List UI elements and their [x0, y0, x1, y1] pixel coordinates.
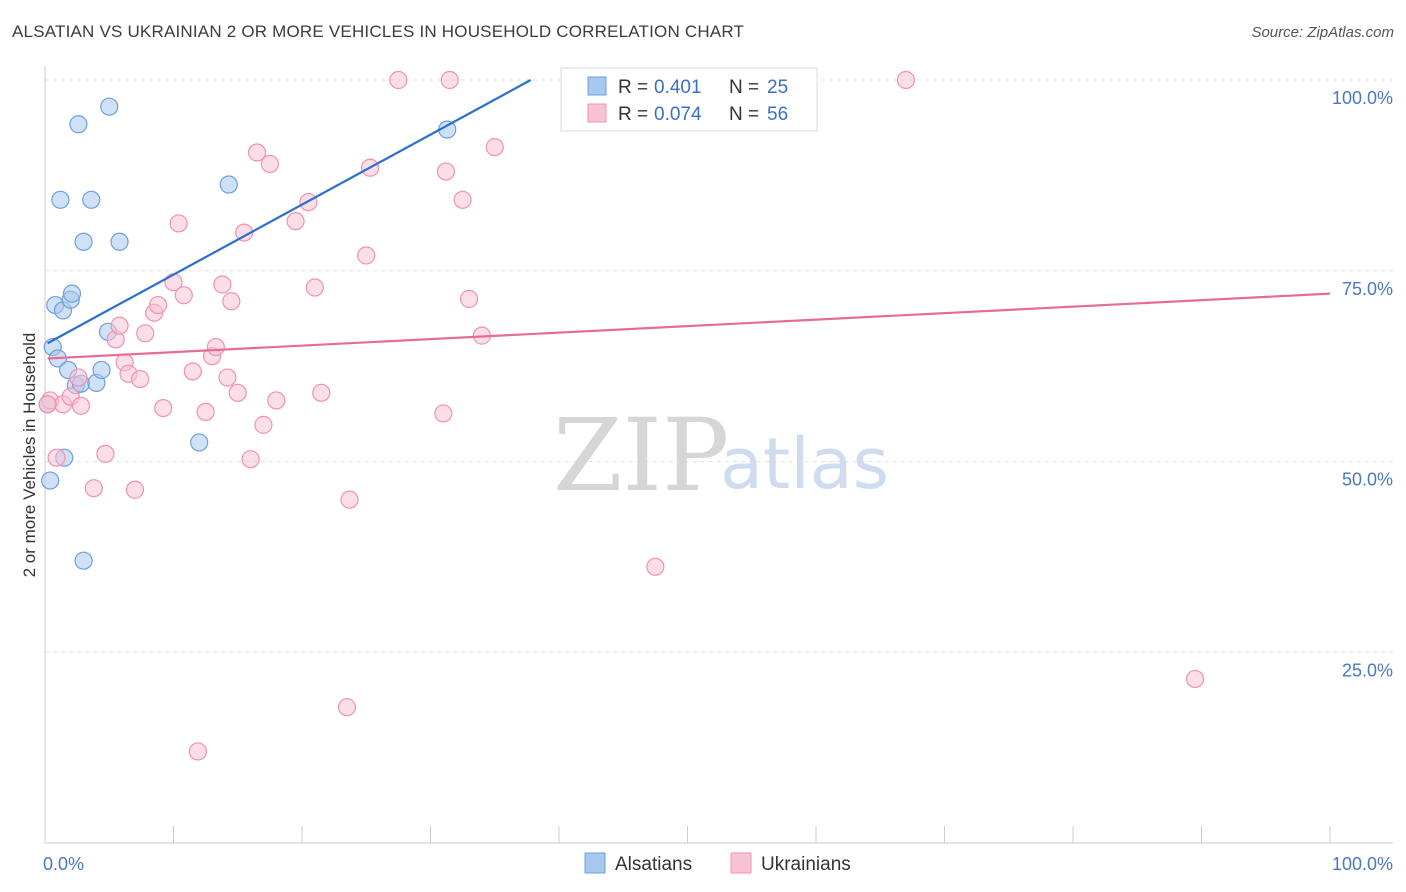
alsatian-trend-line: [47, 79, 532, 345]
alsatian-point: [41, 471, 60, 490]
ukrainian-point: [459, 289, 479, 309]
series-legend-swatch-ukrainians: [730, 852, 752, 874]
ukrainian-point: [1185, 669, 1205, 689]
alsatian-point: [219, 175, 238, 194]
ukrainian-point: [254, 415, 273, 434]
series-legend-label-alsatians: Alsatians: [615, 854, 692, 875]
ukrainian-point: [110, 316, 129, 335]
ukrainian-point: [84, 479, 103, 498]
ukrainian-point: [174, 286, 193, 305]
y-tick-label: 100.0%: [1332, 88, 1393, 108]
ukrainian-point: [340, 490, 359, 509]
ukrainian-point: [169, 214, 188, 233]
grid: [45, 79, 1393, 653]
stats-legend: R = 0.401 N = 25 R = 0.074 N = 56: [560, 67, 818, 132]
legend-n-value-alsatians: 25: [767, 77, 788, 98]
alsatian-point: [190, 433, 209, 452]
ukrainian-point: [357, 246, 376, 265]
legend-r-label-alsatians: R =: [618, 77, 648, 98]
ukrainian-point: [389, 70, 408, 90]
ukrainian-point: [96, 444, 115, 463]
legend-n-label-alsatians: N =: [729, 77, 759, 98]
alsatian-point: [82, 190, 101, 209]
alsatian-point: [74, 232, 93, 251]
ukrainian-point: [213, 275, 232, 294]
x-tick-label-min: 0.0%: [43, 854, 84, 874]
y-tick-label: 75.0%: [1342, 279, 1393, 299]
ukrainian-trend-line: [47, 292, 1331, 360]
ukrainian-point: [260, 154, 279, 174]
ukrainian-point: [71, 396, 91, 415]
chart-title: ALSATIAN VS UKRAINIAN 2 OR MORE VEHICLES…: [12, 22, 745, 41]
ukrainian-point: [183, 362, 202, 381]
ukrainian-point: [148, 295, 168, 315]
legend-r-value-alsatians: 0.401: [654, 77, 702, 98]
x-tick-labels: 0.0% 100.0%: [43, 854, 1393, 874]
ukrainian-point: [337, 698, 357, 717]
y-tick-labels: 25.0% 50.0% 75.0% 100.0%: [1332, 88, 1393, 680]
ukrainian-point: [436, 162, 456, 181]
ukrainian-point: [38, 395, 57, 414]
axes: [44, 66, 1393, 844]
trend-lines: [47, 79, 1331, 360]
ukrainian-point: [896, 70, 916, 90]
ukrainian-point: [241, 450, 260, 469]
alsatian-point: [92, 360, 111, 380]
legend-r-label-ukrainians: R =: [618, 104, 648, 125]
ukrainian-point: [222, 292, 241, 311]
source-credit: Source: ZipAtlas.com: [1251, 24, 1394, 41]
y-tick-label: 50.0%: [1342, 470, 1393, 490]
ukrainian-point: [286, 212, 305, 231]
series-legend-swatch-alsatians: [584, 852, 606, 874]
ukrainian-point: [130, 369, 150, 389]
ukrainian-point: [196, 402, 215, 422]
ukrainian-point: [206, 337, 226, 357]
watermark-zip: ZIP: [553, 397, 729, 514]
legend-r-value-ukrainians: 0.074: [654, 104, 702, 125]
series-legend-label-ukrainians: Ukrainians: [761, 854, 851, 875]
legend-n-label-ukrainians: N =: [729, 104, 759, 125]
x-tick-label-max: 100.0%: [1332, 854, 1393, 874]
series-legend: Alsatians Ukrainians: [584, 852, 851, 875]
ukrainian-point: [453, 190, 472, 209]
ukrainian-point: [247, 143, 267, 162]
legend-n-value-ukrainians: 56: [767, 104, 788, 125]
legend-swatch-ukrainians: [587, 103, 607, 123]
ukrainian-point: [434, 404, 453, 423]
alsatian-point: [74, 551, 93, 570]
y-tick-label: 25.0%: [1342, 660, 1393, 680]
alsatian-point: [100, 97, 119, 116]
data-points: [38, 70, 1205, 761]
y-axis-label: 2 or more Vehicles in Household: [20, 333, 39, 578]
ukrainian-point: [312, 383, 331, 402]
ukrainian-point: [154, 398, 173, 418]
watermark: ZIP atlas: [553, 397, 889, 514]
watermark-atlas: atlas: [720, 423, 889, 505]
ukrainian-point: [440, 70, 459, 90]
alsatian-point: [51, 190, 70, 209]
ukrainian-point: [125, 480, 145, 499]
ukrainian-point: [228, 383, 247, 402]
ukrainian-point: [485, 138, 504, 157]
alsatian-point: [110, 232, 129, 251]
ukrainian-point: [646, 557, 665, 576]
ukrainian-point: [47, 448, 66, 467]
ukrainian-point: [305, 278, 324, 297]
ukrainian-point: [188, 742, 208, 761]
ukrainian-point: [267, 391, 286, 410]
ukrainian-point: [218, 368, 237, 387]
alsatian-point: [69, 115, 88, 134]
legend-swatch-alsatians: [587, 76, 607, 96]
alsatian-point: [62, 284, 82, 303]
ukrainian-point: [136, 324, 155, 343]
ukrainian-point: [69, 368, 88, 387]
